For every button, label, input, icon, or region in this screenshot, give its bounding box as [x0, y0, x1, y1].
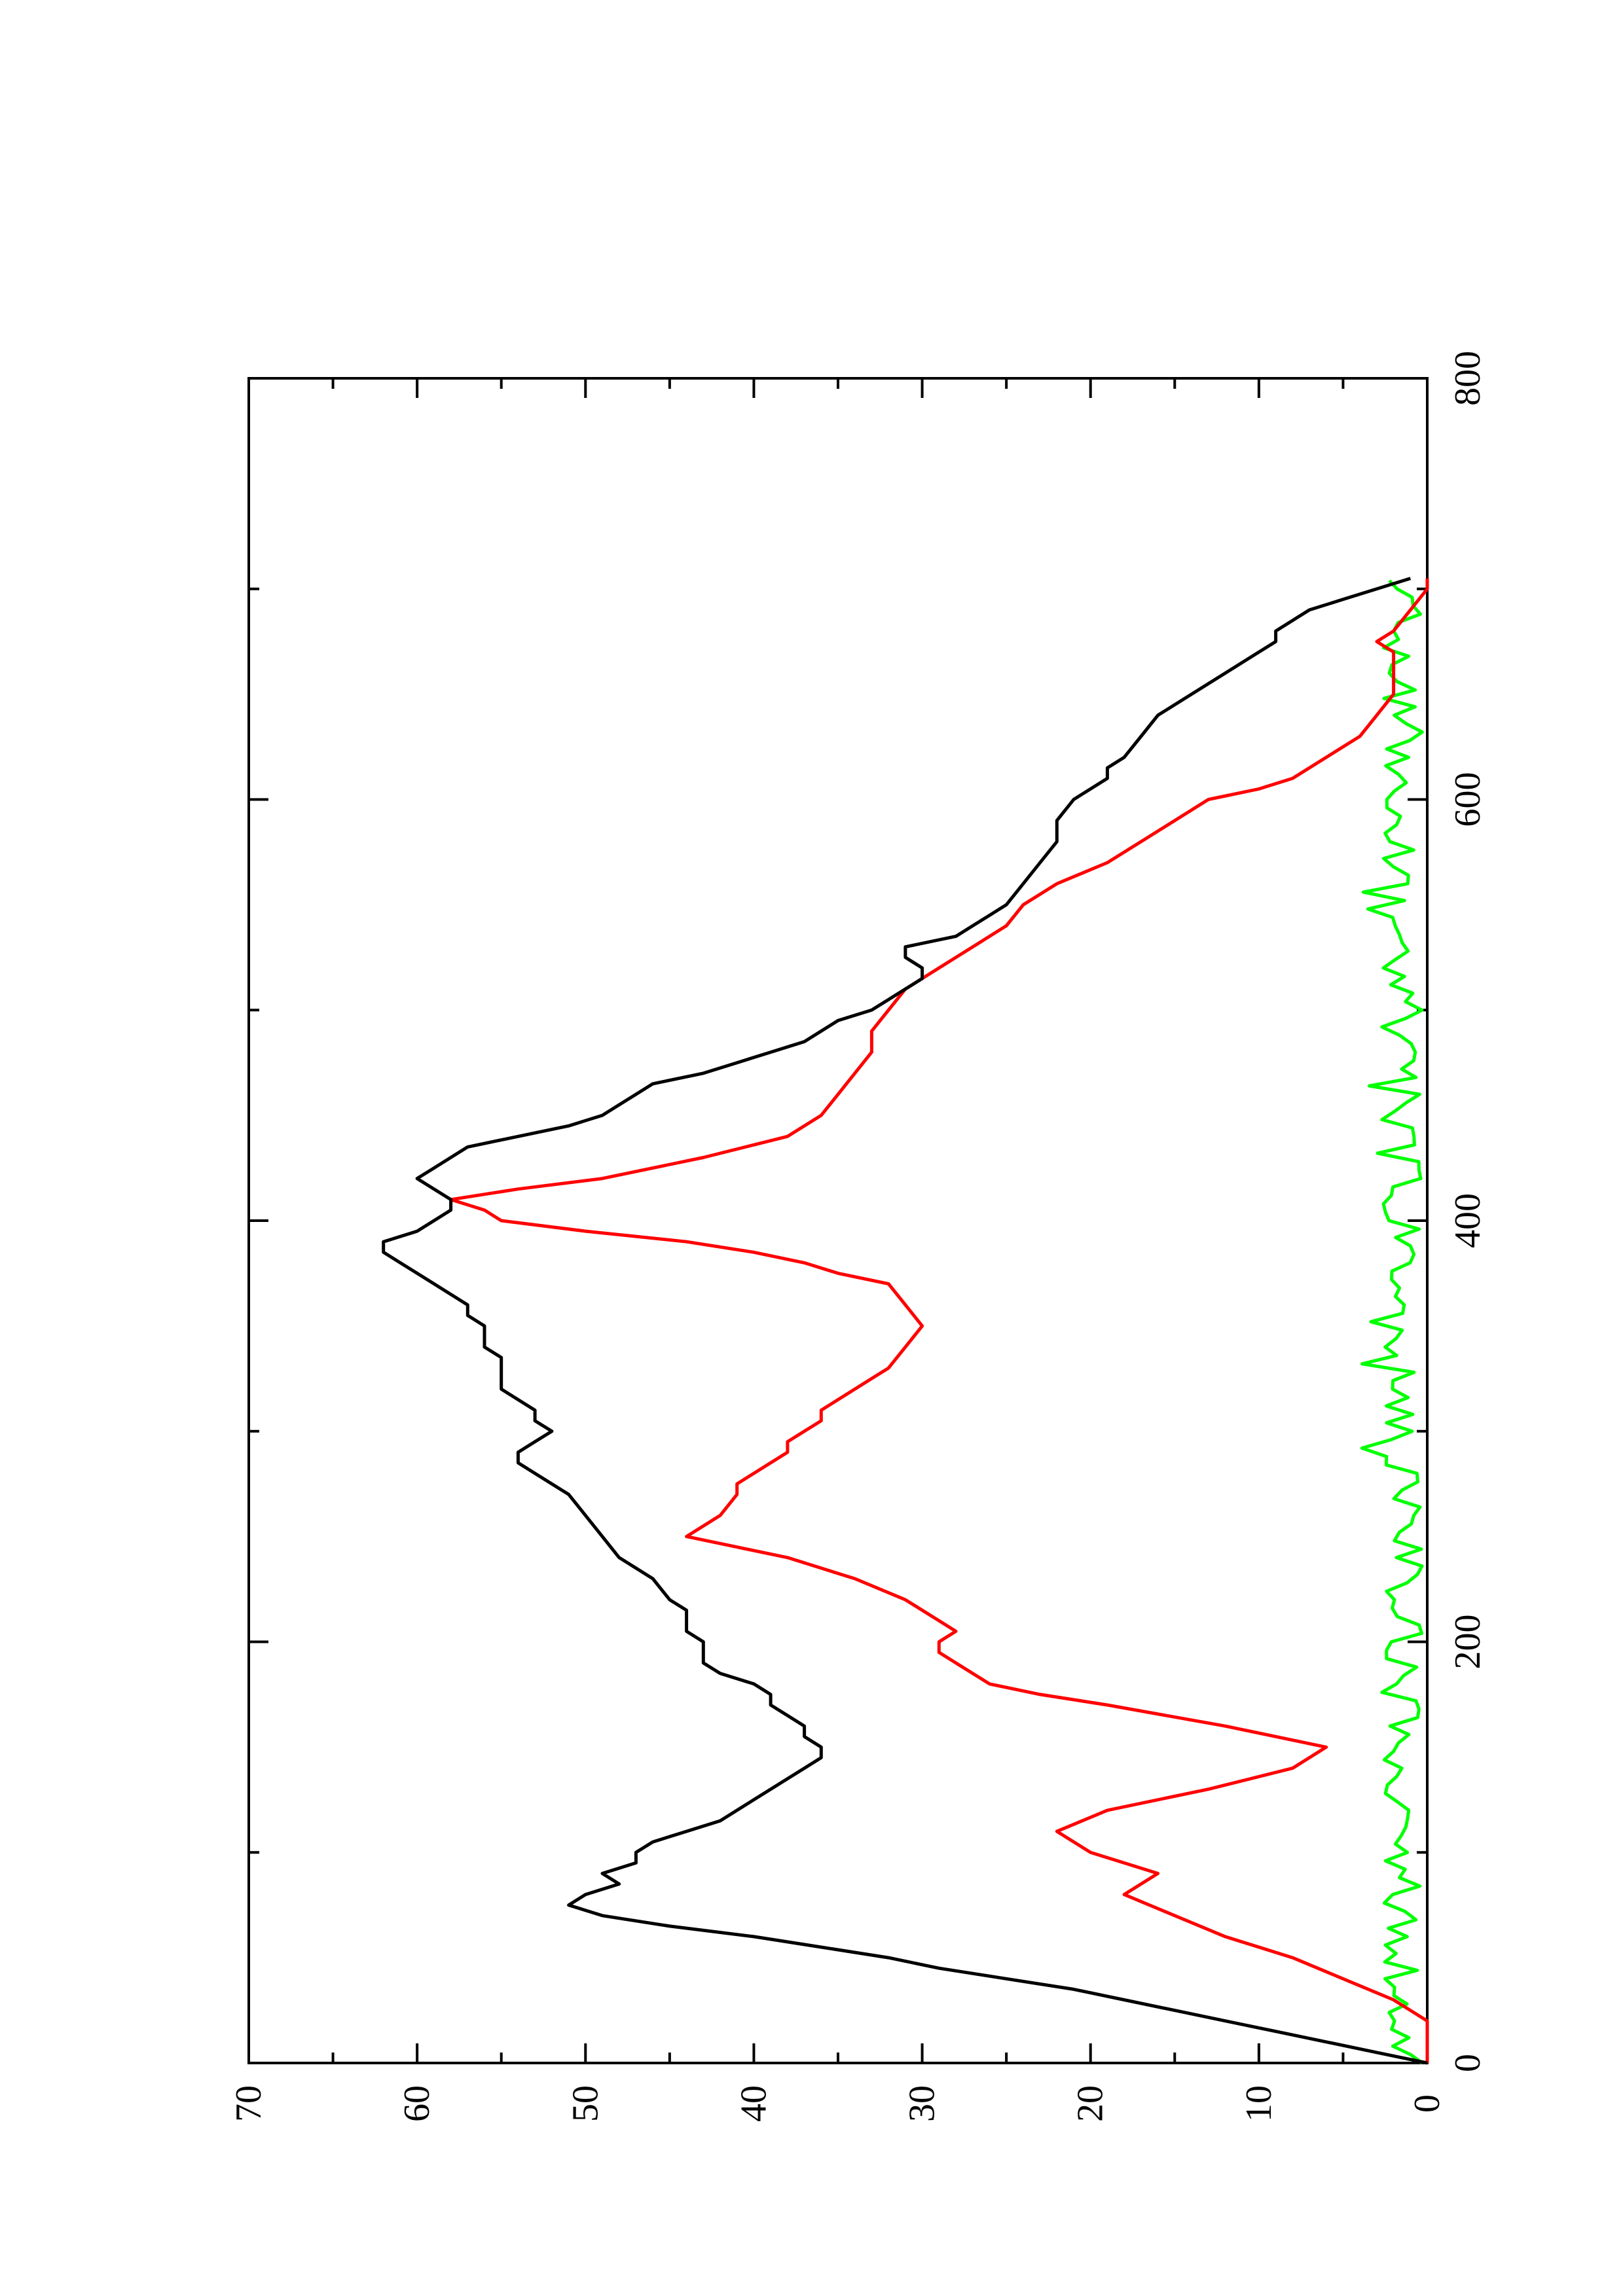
y-tick-label: 70 [228, 2085, 269, 2122]
x-tick-label: 400 [1448, 1193, 1488, 1248]
y-tick-label: 30 [902, 2085, 943, 2122]
x-tick-label: 200 [1448, 1615, 1488, 1670]
y-tick-label: 40 [733, 2085, 774, 2122]
y-tick-label: 60 [397, 2085, 437, 2122]
y-tick-label: 20 [1070, 2085, 1111, 2122]
red-series-line [449, 578, 1429, 2063]
green-series-line [1360, 579, 1424, 2065]
x-tick-label: 600 [1448, 772, 1488, 827]
y-tick-label: 50 [565, 2085, 606, 2122]
x-tick-label: 0 [1448, 2054, 1488, 2072]
y-tick-label: 10 [1239, 2085, 1279, 2122]
y-tick-label: 0 [1407, 2094, 1448, 2113]
x-tick-label: 800 [1448, 351, 1488, 406]
plot-area: 0 200 400 600 800 0 10 20 30 40 50 60 70 [228, 351, 1488, 2122]
black-series-line [382, 577, 1428, 2065]
